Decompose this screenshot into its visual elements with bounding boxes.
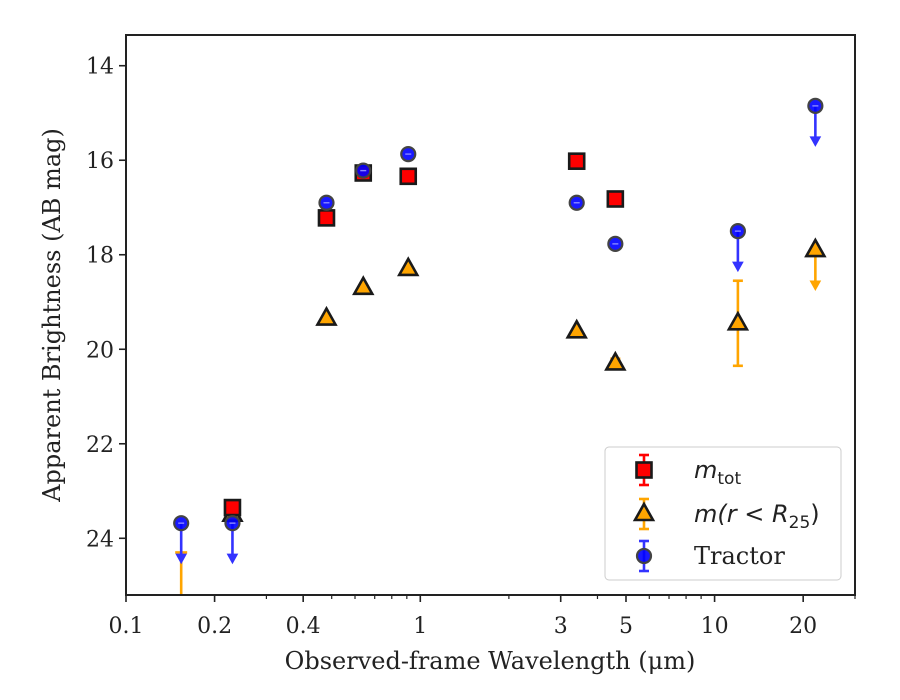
x-tick-label: 1 xyxy=(413,614,427,639)
data-point xyxy=(315,305,338,326)
data-point xyxy=(223,498,242,517)
data-point xyxy=(399,167,418,186)
y-tick-label: 22 xyxy=(86,433,114,458)
x-tick-label: 0.4 xyxy=(286,614,321,639)
data-point xyxy=(604,350,627,371)
data-point xyxy=(397,256,420,277)
y-axis-ticks: 14 16 18 20 22 24 xyxy=(86,55,126,552)
upper-limit-arrow-head xyxy=(809,280,822,292)
legend-frame xyxy=(604,446,842,581)
data-point xyxy=(352,275,375,296)
y-tick-label: 16 xyxy=(86,149,114,174)
x-tick-label: 10 xyxy=(701,614,729,639)
y-tick-label: 24 xyxy=(86,527,114,552)
plot-area-frame xyxy=(125,34,856,596)
y-tick-label: 20 xyxy=(86,338,114,363)
data-point xyxy=(606,190,625,208)
data-point xyxy=(565,318,588,339)
upper-limit-arrow-head xyxy=(226,553,239,565)
series-mtot xyxy=(223,152,625,517)
data-point xyxy=(804,237,827,258)
data-point xyxy=(726,310,750,331)
x-axis-ticks: 0.1 0.2 0.4 1 3 5 10 20 xyxy=(109,595,856,639)
x-axis-label: Observed-frame Wavelength (μm) xyxy=(285,647,696,675)
y-axis-label: Apparent Brightness (AB mag) xyxy=(38,128,66,503)
legend-marker xyxy=(635,547,653,565)
y-tick-label: 14 xyxy=(86,55,114,80)
x-tick-label: 0.1 xyxy=(109,614,144,639)
legend-entry-1: m(r < R25) xyxy=(694,500,820,533)
y-tick-label: 18 xyxy=(86,244,114,269)
data-point xyxy=(317,209,336,227)
legend-marker xyxy=(635,461,653,479)
x-tick-label: 0.2 xyxy=(197,614,232,639)
series-m-r25 xyxy=(175,237,827,595)
x-tick-label: 20 xyxy=(789,614,817,639)
legend: mtot m(r < R25) Tractor xyxy=(604,446,842,581)
data-point xyxy=(567,152,586,170)
legend-marker xyxy=(632,501,656,522)
upper-limit-arrow-head xyxy=(732,261,744,273)
upper-limit-arrow-head xyxy=(809,136,822,147)
upper-limit-arrow-head xyxy=(175,553,188,565)
data-marks xyxy=(173,97,827,595)
x-tick-label: 5 xyxy=(619,614,633,639)
series-tractor xyxy=(173,97,824,565)
x-tick-label: 3 xyxy=(554,614,568,639)
legend-entry-0: mtot xyxy=(694,456,741,489)
legend-entry-2: Tractor xyxy=(694,542,785,570)
